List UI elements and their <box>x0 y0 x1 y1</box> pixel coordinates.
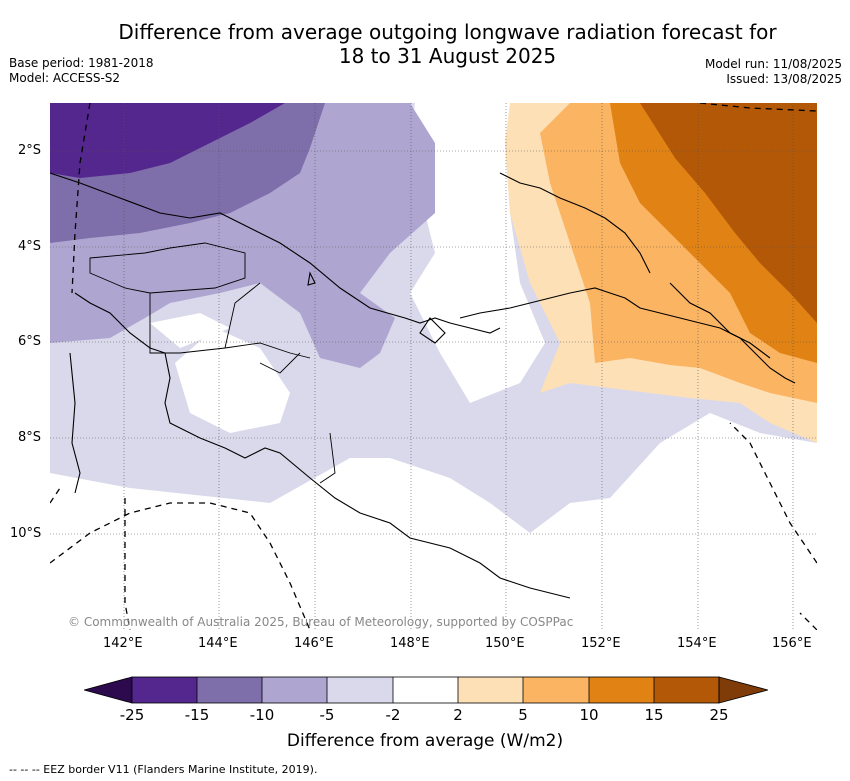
colorbar-bin-8 <box>589 677 654 703</box>
negative-zone-extreme <box>50 103 285 178</box>
neutral-zone-inland <box>175 328 290 433</box>
colorbar-label: Difference from average (W/m2) <box>286 731 564 751</box>
lon-label-146e: 146°E <box>294 636 334 651</box>
neutral-zone-south <box>50 413 817 630</box>
colorbar-tick: -10 <box>249 706 275 724</box>
colorbar-tick: 2 <box>453 706 463 724</box>
colorbar-bin-1 <box>132 677 197 703</box>
lon-label-152e: 152°E <box>581 636 621 651</box>
coastlines <box>50 172 796 599</box>
lat-label-8s: 8°S <box>18 430 42 445</box>
lon-label-154e: 154°E <box>677 636 717 651</box>
lat-label-4s: 4°S <box>18 239 42 254</box>
title-line-2: 18 to 31 August 2025 <box>338 44 557 68</box>
colorbar-outline <box>131 676 720 704</box>
map-plot <box>50 103 817 630</box>
eez-borders <box>50 103 817 630</box>
colorbar-bin-2 <box>197 677 262 703</box>
colorbar-tick: -25 <box>119 706 145 724</box>
positive-zone-extreme <box>640 103 817 323</box>
neutral-zone-north <box>410 103 545 403</box>
lat-label-6s: 6°S <box>18 334 42 349</box>
model-run: Model run: 11/08/2025 <box>704 57 842 71</box>
colorbar-bin-6 <box>458 677 523 703</box>
colorbar-bin-4 <box>327 677 393 703</box>
colorbar-extend-min <box>84 676 133 704</box>
meta-right: Model run: 11/08/2025 Issued: 13/08/2025 <box>705 57 842 87</box>
colorbar-tick: 10 <box>579 706 599 724</box>
lon-label-150e: 150°E <box>485 636 525 651</box>
colorbar-tick: -5 <box>319 706 335 724</box>
colorbar <box>84 676 768 704</box>
colorbar-tick: 15 <box>644 706 664 724</box>
colorbar-bin-9 <box>654 677 719 703</box>
colorbar-tick: 5 <box>518 706 528 724</box>
colorbar-bin-7 <box>523 677 589 703</box>
lon-label-156e: 156°E <box>772 636 812 651</box>
colorbar-tick: 25 <box>709 706 729 724</box>
colorbar-dividers <box>196 677 655 703</box>
colorbar-tick: -2 <box>385 706 401 724</box>
lat-label-10s: 10°S <box>10 526 42 541</box>
colorbar-bin-3 <box>262 677 327 703</box>
lon-label-148e: 148°E <box>390 636 430 651</box>
lon-label-142e: 142°E <box>103 636 143 651</box>
base-period: Base period: 1981-2018 <box>9 56 154 70</box>
model-name: Model: ACCESS-S2 <box>9 71 121 85</box>
colorbar-bin-5 <box>393 677 458 703</box>
title-line-1: Difference from average outgoing longwav… <box>118 20 777 44</box>
neutral-zone-coast <box>150 313 230 348</box>
lon-label-144e: 144°E <box>198 636 238 651</box>
colorbar-extend-max <box>718 676 768 704</box>
map-title: Difference from average outgoing longwav… <box>90 20 805 68</box>
issued-date: Issued: 13/08/2025 <box>726 72 842 86</box>
lat-label-2s: 2°S <box>18 143 42 158</box>
colorbar-tick: -15 <box>184 706 210 724</box>
copyright-notice: © Commonwealth of Australia 2025, Bureau… <box>68 615 574 629</box>
gridlines <box>50 103 817 630</box>
eez-legend-note: -- -- -- EEZ border V11 (Flanders Marine… <box>9 763 318 776</box>
province-borders <box>89 242 336 484</box>
meta-left: Base period: 1981-2018 Model: ACCESS-S2 <box>9 56 154 86</box>
